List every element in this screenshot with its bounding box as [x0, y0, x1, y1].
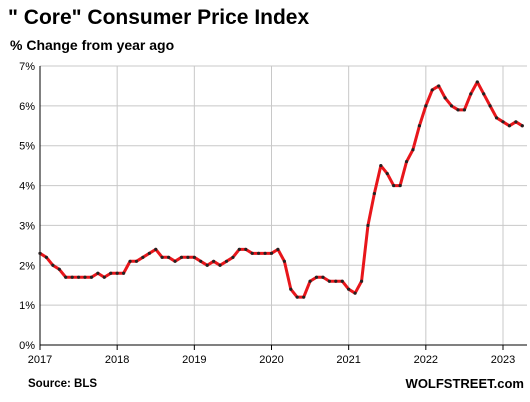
data-point: [501, 120, 505, 124]
data-point: [340, 279, 344, 283]
data-point: [205, 263, 209, 267]
chart-subtitle: % Change from year ago: [10, 37, 175, 53]
chart-title: " Core" Consumer Price Index: [8, 6, 310, 29]
data-point: [257, 251, 261, 255]
y-tick-label: 0%: [19, 340, 35, 352]
y-tick-label: 2%: [19, 260, 35, 272]
data-point: [212, 259, 216, 263]
data-point: [334, 279, 338, 283]
data-point: [443, 96, 447, 100]
data-point: [469, 92, 473, 96]
data-point: [321, 275, 325, 279]
data-point: [366, 223, 370, 228]
data-point: [488, 104, 492, 108]
series-line: [38, 80, 524, 299]
data-point: [141, 255, 145, 259]
data-point: [404, 160, 409, 164]
data-point: [437, 84, 441, 88]
data-point: [128, 259, 132, 263]
data-point: [494, 116, 499, 120]
y-tick-label: 4%: [19, 181, 35, 193]
data-point: [263, 251, 267, 255]
data-point: [462, 108, 467, 112]
data-point: [38, 251, 42, 255]
data-point: [237, 247, 241, 251]
data-point: [482, 92, 486, 96]
brand-label: WOLFSTREET.com: [405, 376, 524, 391]
data-point: [327, 279, 331, 283]
data-point: [269, 251, 274, 255]
x-tick-label: 2018: [105, 354, 129, 366]
data-point: [199, 259, 203, 263]
data-point: [83, 275, 87, 279]
data-point: [289, 287, 293, 291]
data-point: [302, 295, 306, 299]
y-tick-label: 5%: [19, 141, 35, 153]
data-point: [154, 247, 158, 251]
data-point: [514, 120, 518, 124]
data-point: [231, 255, 235, 259]
y-tick-label: 1%: [19, 300, 35, 312]
data-point: [102, 275, 106, 279]
data-point: [449, 104, 454, 108]
data-point: [308, 279, 312, 283]
data-point: [70, 275, 74, 279]
data-point: [250, 251, 254, 255]
data-point: [160, 255, 164, 259]
data-point: [179, 255, 184, 259]
y-tick-label: 7%: [19, 61, 35, 73]
data-point: [379, 164, 383, 168]
data-point: [121, 271, 126, 275]
data-point: [109, 271, 113, 275]
data-point: [134, 259, 139, 263]
data-point: [430, 88, 434, 92]
data-point: [372, 191, 376, 196]
data-point: [186, 255, 190, 259]
data-point: [44, 255, 49, 259]
data-point: [173, 259, 177, 263]
data-point: [147, 251, 151, 255]
data-point: [89, 275, 94, 279]
x-tick-label: 2022: [414, 354, 438, 366]
data-point: [115, 271, 119, 275]
data-point: [192, 255, 196, 259]
data-point: [295, 295, 299, 299]
x-tick-label: 2020: [259, 354, 283, 366]
data-point: [64, 275, 68, 279]
data-point: [276, 247, 280, 251]
data-point: [520, 124, 524, 128]
data-point: [282, 259, 286, 263]
data-point: [76, 275, 81, 279]
data-point: [398, 183, 402, 188]
data-point: [57, 267, 61, 271]
data-point: [385, 172, 389, 176]
y-tick-label: 6%: [19, 101, 35, 113]
data-point: [244, 247, 248, 251]
data-point: [314, 275, 319, 279]
data-point: [456, 108, 460, 112]
data-point: [392, 183, 396, 188]
data-point: [167, 255, 171, 259]
data-point: [507, 124, 512, 128]
data-point: [359, 279, 364, 283]
x-tick-label: 2021: [336, 354, 360, 366]
data-point: [424, 104, 428, 108]
data-point: [96, 271, 100, 275]
y-tick-label: 3%: [19, 220, 35, 232]
x-tick-label: 2023: [491, 354, 515, 366]
data-point: [218, 263, 222, 267]
source-note: Source: BLS: [28, 378, 98, 390]
data-point: [417, 124, 422, 128]
x-tick-label: 2019: [182, 354, 206, 366]
data-point: [224, 259, 229, 263]
data-point: [51, 263, 55, 267]
data-point: [475, 80, 479, 84]
data-point: [353, 291, 357, 295]
x-tick-label: 2017: [28, 354, 52, 366]
data-point: [411, 148, 415, 152]
data-point: [347, 287, 351, 291]
